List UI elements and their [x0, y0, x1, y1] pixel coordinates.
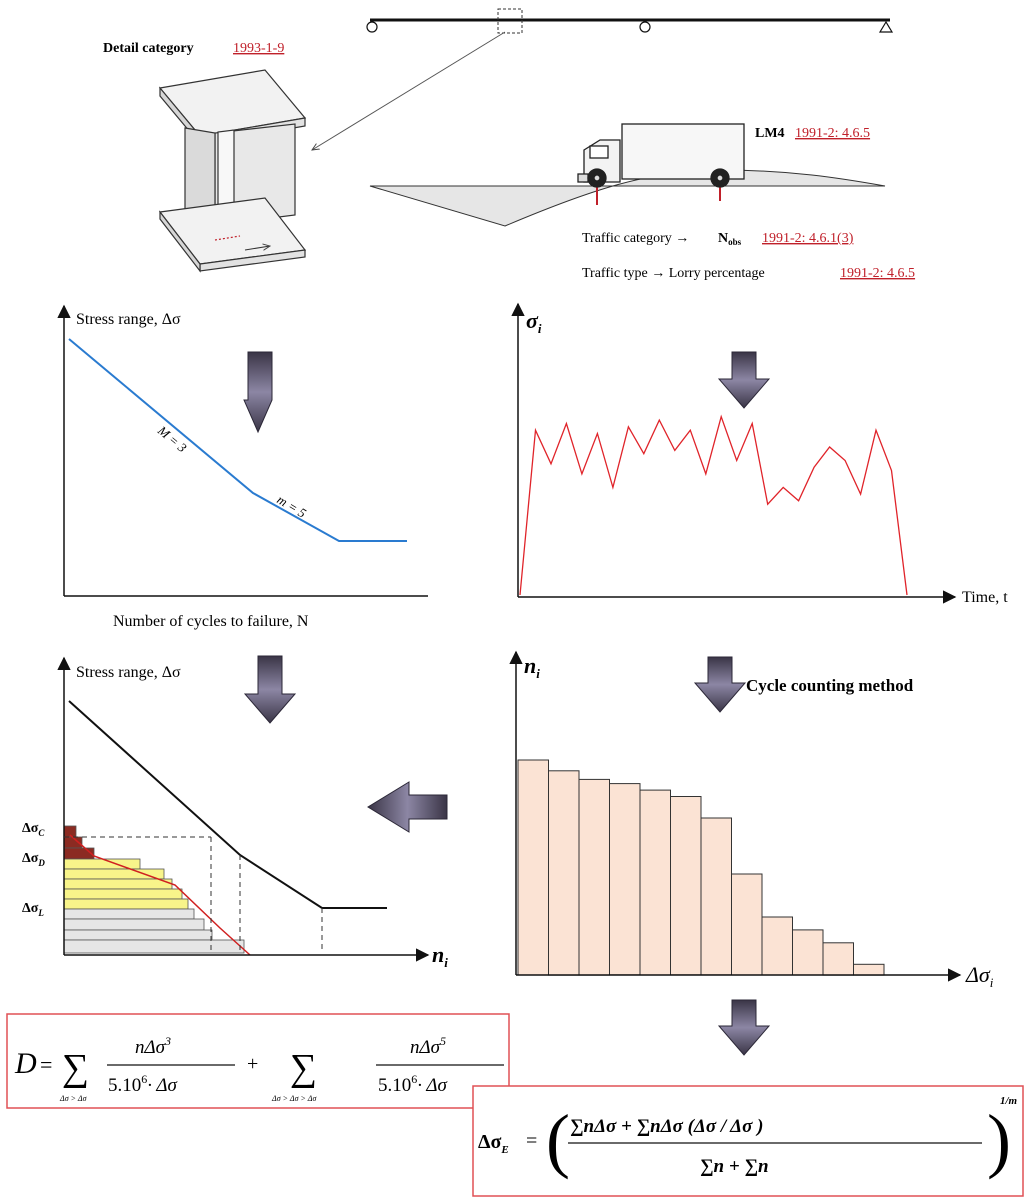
beam-support-right: [878, 20, 894, 33]
delta-sigma-l-label: ΔσL: [22, 901, 44, 918]
histogram-bar: [609, 783, 641, 976]
damage-chart: Stress range, Δσ ni ΔσC ΔσD ΔσL: [22, 656, 448, 970]
histogram-bar: [822, 942, 854, 976]
damage-dashed-guides: [64, 836, 323, 953]
beam-support-left: [366, 21, 378, 33]
damage-sum-2-sub: Δσ > Δσ > Δσ: [271, 1094, 317, 1103]
damage-den-1: 5.106· Δσ: [108, 1072, 178, 1096]
stress-history-series: [519, 414, 908, 596]
traffic-type-ref[interactable]: 1991-2: 4.6.5: [840, 266, 915, 281]
damage-sum-1: ∑: [62, 1047, 89, 1089]
equiv-numerator: ∑nΔσ + ∑nΔσ (Δσ / Δσ ): [570, 1116, 763, 1137]
detail-category-ref[interactable]: 1993-1-9: [233, 41, 284, 56]
sn-slope1-label: M = 3: [154, 422, 190, 455]
beam-diagram: [312, 8, 894, 150]
histogram-bar: [670, 796, 702, 976]
delta-sigma-c-label: ΔσC: [22, 821, 45, 838]
sn-y-label: Stress range, Δσ: [76, 311, 181, 328]
flow-arrow-3: [693, 656, 747, 713]
histogram-bar: [761, 916, 793, 976]
lm4-label: LM4: [755, 126, 785, 141]
flow-arrow-2: [717, 351, 771, 409]
histogram-bars: [517, 759, 885, 976]
detail-category-label: Detail category: [103, 41, 194, 56]
damage-num-2: nΔσ5: [410, 1034, 446, 1058]
equivalent-formula-border: [472, 1085, 1024, 1197]
delta-sigma-d-label: ΔσD: [22, 851, 45, 868]
stress-history-chart: σi Time, t: [511, 302, 1008, 606]
equivalent-formula-box: ΔσE = ( ∑nΔσ + ∑nΔσ (Δσ / Δσ ) ∑n + ∑n )…: [472, 1085, 1024, 1197]
histogram-bar: [578, 778, 610, 976]
girder-detail-drawing: [158, 69, 307, 273]
equiv-eq: =: [526, 1130, 537, 1152]
beam-detail-box: [497, 8, 523, 34]
traffic-category-label: Traffic category →: [582, 231, 689, 246]
detail-pointer-arrow: [312, 31, 506, 150]
traffic-type-label: Traffic type → Lorry percentage: [582, 266, 765, 281]
sn-curve-chart: Stress range, Δσ Number of cycles to fai…: [57, 304, 428, 630]
histogram-bar: [548, 770, 580, 976]
cycle-counting-label: Cycle counting method: [746, 676, 914, 695]
sn-slope2-label: m = 5: [274, 492, 309, 521]
lm4-ref[interactable]: 1991-2: 4.6.5: [795, 126, 870, 141]
sn-x-label: Number of cycles to failure, N: [113, 613, 309, 630]
histogram-bar: [639, 789, 671, 976]
sn-curve-line: [68, 338, 407, 542]
equiv-close-paren: ): [987, 1100, 1011, 1180]
lorry-drawing: [577, 123, 745, 188]
damage-sn-line: [68, 700, 387, 909]
damage-formula-box: D = ∑ Δσ > Δσ nΔσ3 5.106· Δσ + ∑ Δσ > Δσ…: [6, 1013, 510, 1109]
nobs-label: Nobs: [718, 231, 742, 247]
equiv-lhs: ΔσE: [478, 1131, 509, 1156]
damage-y-label: Stress range, Δσ: [76, 664, 181, 681]
histogram-bar: [853, 963, 885, 976]
damage-den-2: 5.106· Δσ: [378, 1072, 448, 1096]
damage-formula-border: [6, 1013, 510, 1109]
histogram-bar: [517, 759, 549, 976]
flow-arrow-4: [243, 655, 297, 724]
damage-eq-symbol: =: [40, 1052, 52, 1077]
damage-red-boundary: [69, 834, 251, 956]
traffic-category-ref[interactable]: 1991-2: 4.6.1(3): [762, 231, 854, 246]
damage-blocks: [63, 825, 245, 954]
hist-y-label: ni: [524, 653, 540, 681]
beam-support-middle: [639, 21, 651, 33]
sh-y-label: σi: [526, 308, 542, 336]
hist-x-label: Δσi: [965, 962, 994, 990]
damage-sum-2: ∑: [290, 1047, 317, 1089]
histogram-bar: [700, 817, 732, 976]
equiv-open-paren: (: [546, 1100, 570, 1180]
damage-num-1: nΔσ3: [135, 1034, 171, 1058]
flow-arrow-6: [717, 999, 771, 1056]
damage-plus: +: [247, 1053, 258, 1075]
damage-d-symbol: D: [14, 1047, 37, 1080]
flow-arrow-1: [243, 351, 273, 434]
equiv-exponent: 1/m: [1000, 1095, 1018, 1107]
histogram-bar: [731, 873, 763, 976]
flow-arrow-5: [367, 781, 448, 833]
sh-x-label: Time, t: [962, 589, 1008, 606]
cycle-histogram: ni Δσi Cycle counting method: [509, 650, 994, 990]
histogram-bar: [792, 929, 824, 976]
damage-sum-1-sub: Δσ > Δσ: [59, 1094, 88, 1103]
equiv-denominator: ∑n + ∑n: [700, 1156, 769, 1177]
damage-x-label: ni: [432, 942, 448, 970]
